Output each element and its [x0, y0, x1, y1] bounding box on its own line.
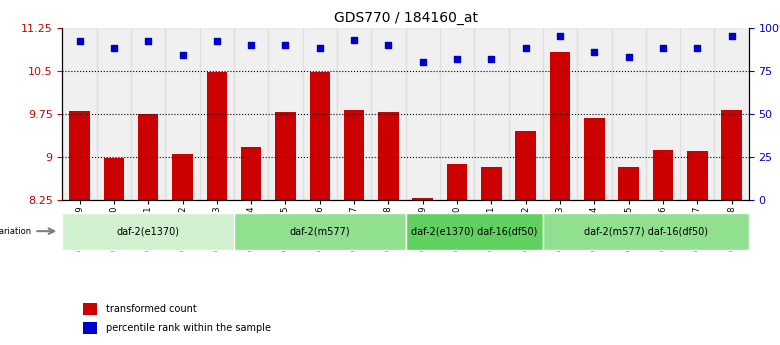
Bar: [234, 28, 268, 200]
Bar: [584, 118, 604, 200]
Bar: [516, 131, 536, 200]
FancyBboxPatch shape: [543, 213, 749, 250]
Bar: [275, 112, 296, 200]
Point: [211, 39, 223, 44]
Bar: [577, 28, 612, 200]
Bar: [413, 198, 433, 200]
Text: daf-2(e1370): daf-2(e1370): [117, 226, 179, 236]
Bar: [69, 111, 90, 200]
Point: [142, 39, 154, 44]
Bar: [62, 28, 97, 200]
Point: [725, 33, 738, 39]
Bar: [207, 72, 227, 200]
Bar: [447, 164, 467, 200]
Text: daf-2(e1370) daf-16(df50): daf-2(e1370) daf-16(df50): [411, 226, 537, 236]
Point: [73, 39, 86, 44]
Bar: [165, 28, 200, 200]
Text: genotype/variation: genotype/variation: [0, 227, 31, 236]
Text: transformed count: transformed count: [105, 304, 197, 314]
Bar: [104, 158, 124, 200]
FancyBboxPatch shape: [234, 213, 406, 250]
Point: [451, 56, 463, 61]
Bar: [509, 28, 543, 200]
Bar: [474, 28, 509, 200]
Point: [245, 42, 257, 48]
Bar: [138, 114, 158, 200]
Point: [348, 37, 360, 42]
Bar: [714, 28, 749, 200]
Point: [519, 46, 532, 51]
FancyBboxPatch shape: [62, 213, 234, 250]
Point: [279, 42, 292, 48]
Bar: [406, 28, 440, 200]
Point: [176, 52, 189, 58]
Point: [314, 46, 326, 51]
Bar: [83, 303, 97, 315]
Bar: [680, 28, 714, 200]
Bar: [612, 28, 646, 200]
Bar: [646, 28, 680, 200]
Bar: [83, 322, 97, 334]
Bar: [172, 154, 193, 200]
Text: percentile rank within the sample: percentile rank within the sample: [105, 323, 271, 333]
Point: [485, 56, 498, 61]
Title: GDS770 / 184160_at: GDS770 / 184160_at: [334, 11, 477, 25]
Point: [382, 42, 395, 48]
Bar: [131, 28, 165, 200]
Bar: [543, 28, 577, 200]
Point: [554, 33, 566, 39]
Bar: [653, 150, 673, 200]
Text: daf-2(m577) daf-16(df50): daf-2(m577) daf-16(df50): [584, 226, 707, 236]
Point: [657, 46, 669, 51]
Point: [417, 59, 429, 65]
Bar: [722, 110, 742, 200]
Bar: [241, 147, 261, 200]
Bar: [97, 28, 131, 200]
FancyBboxPatch shape: [406, 213, 543, 250]
Text: daf-2(m577): daf-2(m577): [289, 226, 350, 236]
Bar: [310, 72, 330, 200]
Point: [108, 46, 120, 51]
Bar: [344, 110, 364, 200]
Bar: [550, 52, 570, 200]
Bar: [303, 28, 337, 200]
Bar: [200, 28, 234, 200]
Point: [691, 46, 704, 51]
Point: [622, 54, 635, 60]
Bar: [268, 28, 303, 200]
Bar: [687, 151, 707, 200]
Bar: [440, 28, 474, 200]
Point: [588, 49, 601, 55]
Bar: [481, 167, 502, 200]
Bar: [619, 167, 639, 200]
Bar: [378, 112, 399, 200]
Bar: [371, 28, 406, 200]
Bar: [337, 28, 371, 200]
